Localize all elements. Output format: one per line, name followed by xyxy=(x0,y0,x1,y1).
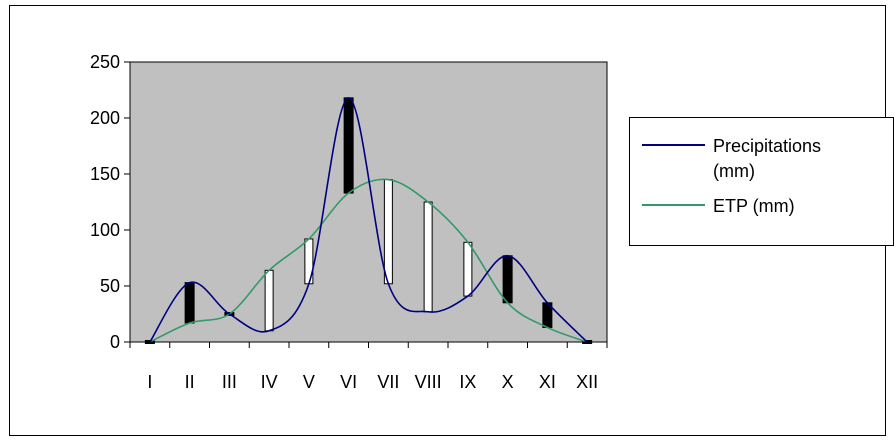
bar-month-vi xyxy=(343,97,354,194)
x-tick-label-v: V xyxy=(303,372,315,392)
x-tick-label-x: X xyxy=(502,372,514,392)
bar-month-ix xyxy=(463,241,473,297)
bar-month-viii xyxy=(423,201,433,313)
x-tick-label-xii: XII xyxy=(576,372,598,392)
legend: Precipitations (mm) ETP (mm) xyxy=(629,117,894,246)
y-tick-label-50: 50 xyxy=(100,276,120,296)
y-tick-label-200: 200 xyxy=(90,108,120,128)
x-tick-label-xi: XI xyxy=(539,372,556,392)
x-tick-label-i: I xyxy=(147,372,152,392)
legend-box xyxy=(629,117,894,246)
y-tick-label-0: 0 xyxy=(110,332,120,352)
x-tick-label-iii: III xyxy=(222,372,237,392)
y-tick-label-250: 250 xyxy=(90,52,120,72)
x-tick-label-ix: IX xyxy=(459,372,476,392)
y-tick-label-150: 150 xyxy=(90,164,120,184)
x-tick-label-ii: II xyxy=(185,372,195,392)
series-line-precipitations xyxy=(149,97,588,343)
y-tick-label-100: 100 xyxy=(90,220,120,240)
x-tick-label-vi: VI xyxy=(340,372,357,392)
x-tick-label-iv: IV xyxy=(261,372,278,392)
legend-label-precipitations-line2: (mm) xyxy=(713,161,755,181)
plot-area xyxy=(129,61,608,343)
bar-month-v xyxy=(304,238,314,285)
x-tick-label-vii: VII xyxy=(377,372,399,392)
x-tick-label-viii: VIII xyxy=(415,372,442,392)
series-line-etp xyxy=(149,178,588,343)
legend-label-etp: ETP (mm) xyxy=(713,196,795,216)
bar-month-ii xyxy=(184,282,195,324)
bar-month-x xyxy=(502,255,513,304)
legend-label-precipitations-line1: Precipitations xyxy=(713,136,821,156)
bar-month-iv xyxy=(264,269,274,332)
bar-month-vii xyxy=(383,179,393,285)
